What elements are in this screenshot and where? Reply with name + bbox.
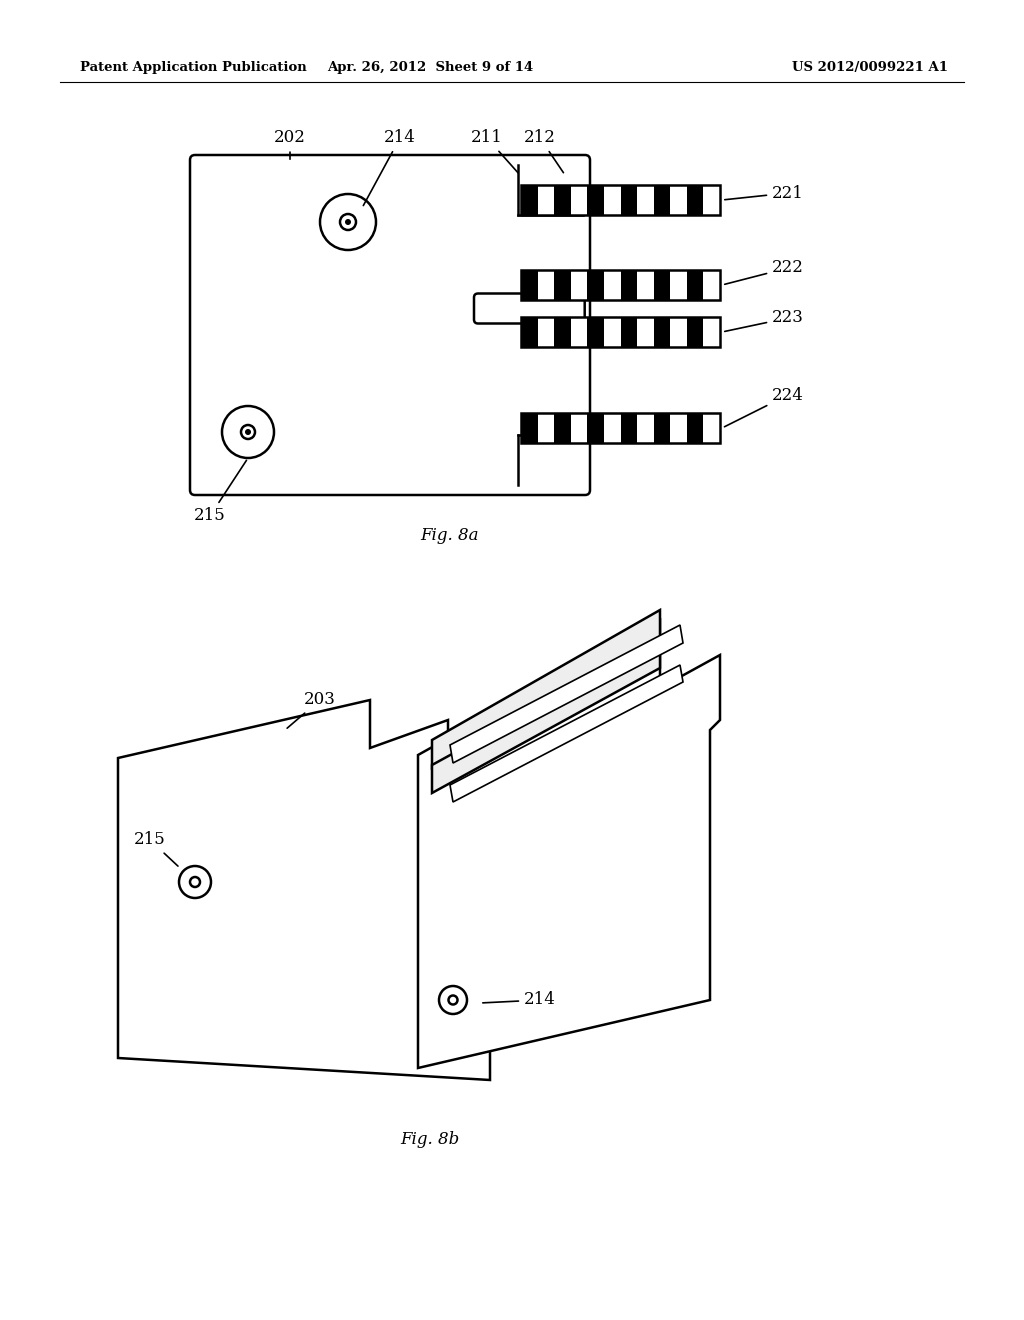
Bar — [521, 271, 720, 300]
Bar — [703, 317, 720, 347]
Bar — [521, 317, 720, 347]
PathPatch shape — [432, 610, 660, 768]
Text: 214: 214 — [482, 991, 556, 1008]
Bar — [521, 317, 720, 347]
Bar — [621, 185, 637, 215]
Text: 203: 203 — [287, 692, 336, 729]
PathPatch shape — [432, 640, 660, 793]
Bar — [554, 185, 570, 215]
Bar — [653, 271, 671, 300]
Bar — [604, 271, 621, 300]
Bar — [570, 317, 588, 347]
Text: 221: 221 — [725, 185, 804, 202]
Bar — [671, 185, 687, 215]
Bar — [570, 413, 588, 444]
Bar — [538, 271, 554, 300]
Text: US 2012/0099221 A1: US 2012/0099221 A1 — [792, 62, 948, 74]
Circle shape — [319, 194, 376, 249]
Bar — [671, 413, 687, 444]
Bar — [621, 317, 637, 347]
Bar — [588, 185, 604, 215]
Text: 214: 214 — [364, 129, 416, 206]
Bar — [653, 317, 671, 347]
Bar — [554, 271, 570, 300]
Bar — [687, 413, 703, 444]
Bar — [604, 413, 621, 444]
Bar — [637, 271, 653, 300]
Text: 212: 212 — [524, 129, 563, 173]
Text: Fig. 8b: Fig. 8b — [400, 1131, 460, 1148]
Bar — [604, 185, 621, 215]
Ellipse shape — [179, 866, 211, 898]
Bar — [687, 271, 703, 300]
Bar — [521, 185, 720, 215]
Ellipse shape — [190, 876, 200, 887]
Text: 215: 215 — [195, 461, 247, 524]
FancyBboxPatch shape — [474, 293, 585, 323]
Text: 224: 224 — [725, 387, 804, 426]
Text: Patent Application Publication: Patent Application Publication — [80, 62, 307, 74]
Text: 223: 223 — [725, 309, 804, 331]
Bar — [554, 413, 570, 444]
Bar — [637, 317, 653, 347]
Bar — [521, 413, 720, 444]
PathPatch shape — [450, 624, 683, 763]
Bar — [687, 317, 703, 347]
Bar — [521, 185, 720, 215]
Bar — [671, 317, 687, 347]
Circle shape — [340, 214, 356, 230]
Bar — [671, 271, 687, 300]
Bar — [637, 185, 653, 215]
Text: 202: 202 — [274, 129, 306, 160]
Bar — [703, 271, 720, 300]
PathPatch shape — [450, 665, 683, 803]
Bar — [521, 317, 538, 347]
Bar — [521, 271, 538, 300]
Text: Fig. 8a: Fig. 8a — [421, 527, 479, 544]
Bar — [621, 271, 637, 300]
Bar — [521, 271, 720, 300]
Text: Apr. 26, 2012  Sheet 9 of 14: Apr. 26, 2012 Sheet 9 of 14 — [327, 62, 534, 74]
Bar — [570, 271, 588, 300]
Ellipse shape — [449, 995, 458, 1005]
Circle shape — [345, 219, 351, 224]
Bar — [570, 185, 588, 215]
Circle shape — [222, 407, 274, 458]
Bar — [621, 413, 637, 444]
Text: 222: 222 — [725, 260, 804, 284]
Text: 211: 211 — [471, 129, 518, 173]
Text: 215: 215 — [134, 832, 178, 866]
Ellipse shape — [439, 986, 467, 1014]
Bar — [538, 317, 554, 347]
Bar — [653, 413, 671, 444]
Bar — [521, 413, 720, 444]
FancyBboxPatch shape — [190, 154, 590, 495]
Bar — [588, 271, 604, 300]
PathPatch shape — [118, 700, 490, 1080]
Bar — [538, 185, 554, 215]
Bar — [604, 317, 621, 347]
Bar — [521, 185, 538, 215]
Bar — [554, 317, 570, 347]
Bar — [637, 413, 653, 444]
Bar — [687, 185, 703, 215]
Circle shape — [241, 425, 255, 440]
Bar — [588, 413, 604, 444]
Bar — [703, 185, 720, 215]
Bar — [588, 317, 604, 347]
Bar — [538, 413, 554, 444]
PathPatch shape — [418, 620, 720, 1068]
Bar — [521, 413, 538, 444]
Bar — [653, 185, 671, 215]
Circle shape — [245, 429, 251, 436]
Bar — [703, 413, 720, 444]
